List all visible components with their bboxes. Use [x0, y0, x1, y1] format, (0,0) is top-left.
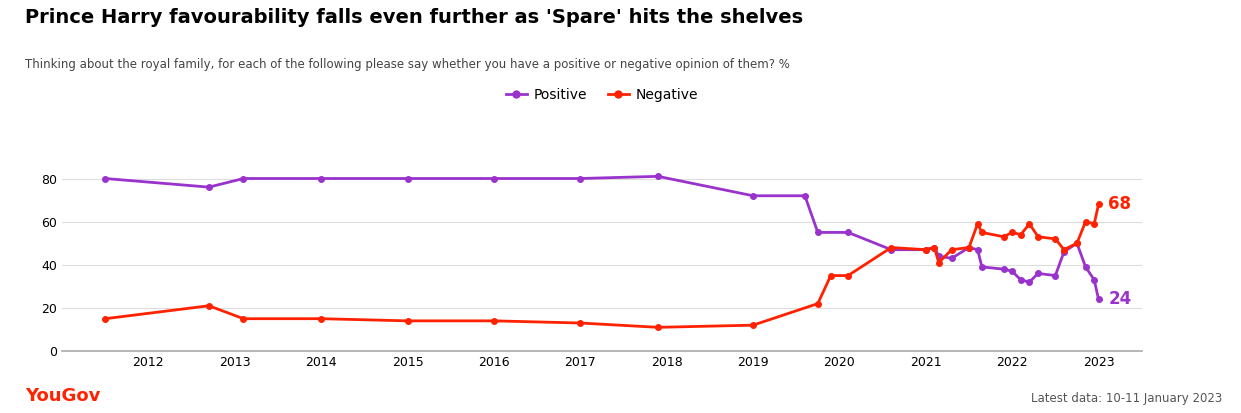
Text: Thinking about the royal family, for each of the following please say whether yo: Thinking about the royal family, for eac…: [25, 58, 789, 71]
Legend: Positive, Negative: Positive, Negative: [500, 82, 704, 107]
Text: 24: 24: [1108, 290, 1132, 308]
Text: Prince Harry favourability falls even further as 'Spare' hits the shelves: Prince Harry favourability falls even fu…: [25, 8, 803, 27]
Text: YouGov: YouGov: [25, 387, 101, 405]
Text: 68: 68: [1108, 195, 1132, 214]
Text: Latest data: 10-11 January 2023: Latest data: 10-11 January 2023: [1031, 392, 1222, 405]
